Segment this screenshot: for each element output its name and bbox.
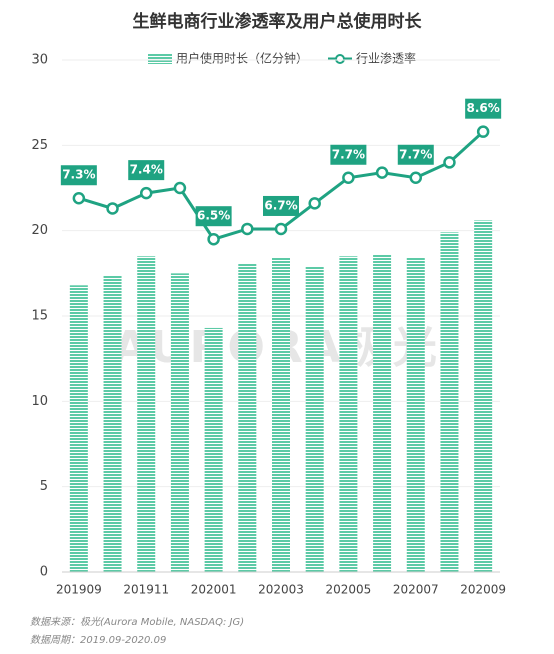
y-tick-label: 5 [40,479,48,494]
label-box [330,144,367,165]
y-tick-label: 25 [31,138,48,153]
label-box [263,195,299,216]
y-tick-label: 15 [31,309,48,324]
label-box [60,165,97,186]
value-label: 7.7% [399,147,432,161]
value-label: 8.6% [467,101,500,115]
legend-label: 行业渗透率 [356,51,416,66]
line-marker [476,125,490,138]
bar [339,256,358,572]
x-tick-label: 202007 [393,583,439,597]
label-box [128,160,165,181]
value-label: 7.3% [62,168,95,182]
y-tick-label: 20 [31,223,48,238]
legend-label: 用户使用时长（亿分钟） [176,51,308,66]
bar [137,256,156,572]
label-box [465,98,502,119]
line-marker [139,186,153,200]
y-tick-label: 10 [31,394,48,409]
bar [204,327,223,572]
legend-swatch [148,54,172,64]
value-label: 7.7% [332,147,365,161]
bar [170,273,189,572]
bar [69,285,88,572]
bar [305,266,324,572]
x-tick-label: 202003 [258,583,304,597]
line-marker [173,181,187,195]
line-marker [106,202,119,215]
line-marker [443,156,456,169]
label-box [397,144,434,165]
line-marker [72,191,86,205]
period: 数据周期：2019.09-2020.09 [30,634,166,646]
line-marker [375,166,389,179]
x-tick-label: 201909 [56,583,102,597]
bar [373,254,392,572]
line-marker [342,171,355,185]
line-marker [409,171,423,185]
value-label: 6.5% [197,209,230,223]
label-box [195,206,232,227]
line-marker [308,197,321,210]
value-label: 7.4% [130,163,163,177]
value-label: 6.7% [264,198,297,212]
bar [474,220,493,572]
x-tick-label: 201911 [123,583,169,597]
source: 数据来源：极光(Aurora Mobile, NASDAQ: JG) [30,616,244,628]
x-tick-label: 202001 [191,583,237,597]
chart-title: 生鲜电商行业渗透率及用户总使用时长 [133,11,423,32]
x-tick-label: 202009 [460,583,506,597]
bar [238,263,257,572]
bar [272,257,290,572]
y-tick-label: 30 [31,53,48,68]
line-marker [274,222,288,236]
y-tick-label: 0 [40,565,48,580]
line-marker [207,232,220,246]
bar [440,232,459,572]
legend-marker [335,54,345,64]
bar [406,257,425,572]
line-marker [241,222,254,236]
x-tick-label: 202005 [325,583,371,597]
bar [103,275,122,572]
